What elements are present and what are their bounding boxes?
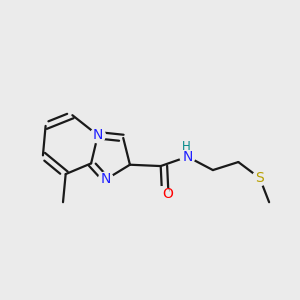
Circle shape [98,172,113,187]
Text: S: S [255,171,264,185]
Circle shape [90,128,105,143]
Circle shape [252,171,267,186]
Text: N: N [93,128,103,142]
Text: N: N [182,150,193,164]
Text: H: H [182,140,190,153]
Circle shape [180,149,195,164]
Text: O: O [163,187,173,201]
Text: N: N [100,172,111,186]
Circle shape [154,187,169,202]
